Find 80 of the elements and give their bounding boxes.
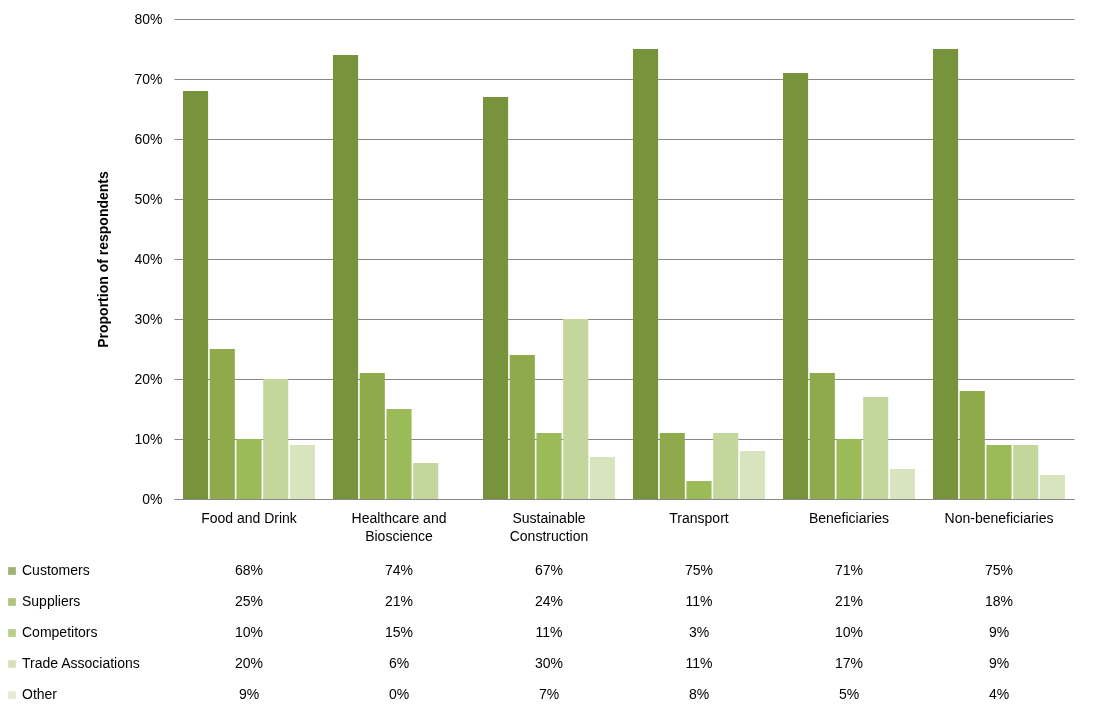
data-label: 75% (984, 562, 1014, 578)
data-label: 21% (384, 593, 414, 609)
data-label: 8% (688, 686, 710, 702)
bar (686, 481, 712, 499)
y-tick-label: 70% (134, 70, 163, 87)
bar (483, 97, 509, 499)
data-label: 15% (384, 624, 414, 640)
bar (889, 469, 915, 499)
bar (536, 433, 562, 499)
bar (289, 445, 315, 499)
bar (386, 409, 412, 499)
data-label: 21% (834, 593, 864, 609)
y-tick-label: 60% (134, 130, 163, 147)
y-tick-label: 50% (134, 190, 163, 207)
bar (1013, 445, 1039, 499)
y-tick-label: 0% (142, 490, 163, 507)
data-label: 74% (384, 562, 414, 578)
data-label: 10% (234, 624, 264, 640)
x-tick-label: Sustainable Construction (509, 509, 589, 544)
x-tick-label: Food and Drink (201, 509, 298, 526)
data-label: 68% (234, 562, 264, 578)
legend-label: Other (22, 686, 58, 702)
bar (933, 49, 959, 499)
y-tick-label: 30% (134, 310, 163, 327)
data-label: 6% (388, 655, 410, 671)
bar (589, 457, 615, 499)
data-label: 7% (538, 686, 560, 702)
bar (1039, 475, 1065, 499)
data-label: 11% (685, 655, 713, 671)
bar (236, 439, 262, 499)
y-tick-label: 40% (134, 250, 163, 267)
data-label: 9% (238, 686, 260, 702)
data-label: 20% (234, 655, 264, 671)
data-label: 4% (988, 686, 1010, 702)
bar (986, 445, 1012, 499)
bar (263, 379, 289, 499)
bar (713, 433, 739, 499)
bar (183, 91, 209, 499)
legend-label: Trade Associations (22, 655, 140, 671)
data-label: 24% (534, 593, 564, 609)
data-label: 5% (838, 686, 860, 702)
bar (633, 49, 659, 499)
bar (809, 373, 835, 499)
y-axis-title: Proportion of respondents (94, 171, 111, 348)
data-label: 25% (234, 593, 264, 609)
data-label: 9% (988, 624, 1010, 640)
bar (783, 73, 809, 499)
bar (659, 433, 685, 499)
bar (563, 319, 589, 499)
data-label: 30% (534, 655, 564, 671)
bar (509, 355, 535, 499)
y-tick-label: 80% (134, 10, 163, 27)
bar (836, 439, 862, 499)
y-tick-label: 10% (134, 430, 163, 447)
data-label: 67% (534, 562, 564, 578)
legend-label: Customers (22, 562, 90, 578)
bar (359, 373, 385, 499)
bar (333, 55, 359, 499)
data-label: 17% (834, 655, 864, 671)
data-label: 11% (535, 624, 563, 640)
x-tick-label: Beneficiaries (808, 509, 890, 526)
bar (209, 349, 235, 499)
x-tick-label: Healthcare and Bioscience (351, 509, 447, 544)
x-tick-label: Transport (669, 509, 729, 526)
data-label: 3% (688, 624, 710, 640)
data-label: 75% (684, 562, 714, 578)
data-label: 18% (984, 593, 1014, 609)
bar (959, 391, 985, 499)
legend-label: Suppliers (22, 593, 81, 609)
legend-label: Competitors (22, 624, 98, 640)
y-tick-label: 20% (134, 370, 163, 387)
data-label: 0% (388, 686, 410, 702)
data-label: 10% (834, 624, 864, 640)
bar (863, 397, 889, 499)
bar (739, 451, 765, 499)
data-label: 9% (988, 655, 1010, 671)
data-label: 71% (834, 562, 864, 578)
data-label: 11% (685, 593, 713, 609)
x-tick-label: Non-beneficiaries (944, 509, 1054, 526)
bar (413, 463, 439, 499)
